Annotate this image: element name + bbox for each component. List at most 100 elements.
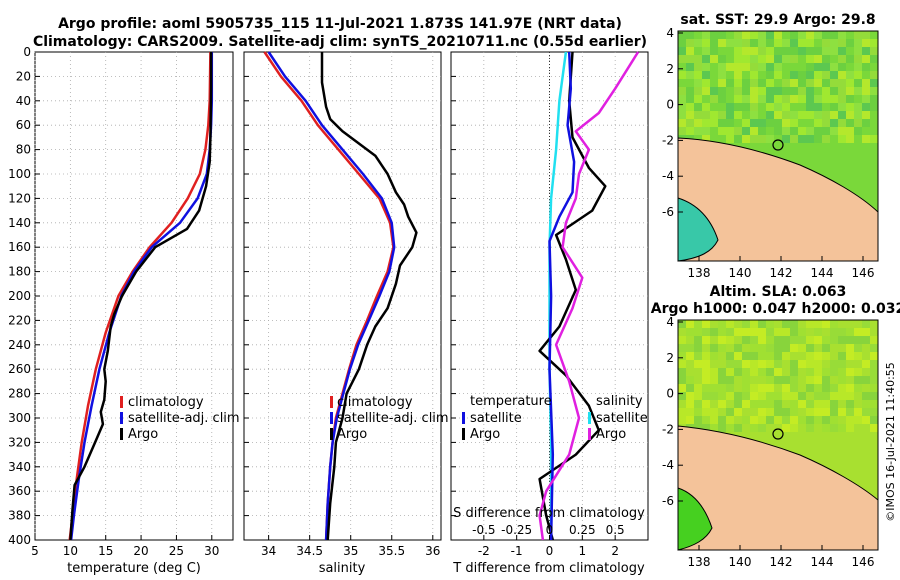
sst-cells-cell — [870, 103, 878, 111]
sst-cells-cell — [822, 119, 830, 127]
depth-ytick-label: 260 — [8, 362, 31, 376]
sst-cells-cell — [710, 95, 718, 103]
sst-cells-cell — [862, 103, 870, 111]
sst-cells-cell — [862, 39, 870, 47]
sst-cells-cell — [742, 119, 750, 127]
sst-cells-cell — [734, 111, 742, 119]
sst-cells-cell — [822, 39, 830, 47]
sla-cells-cell — [726, 424, 734, 432]
sla-cells-cell — [862, 320, 870, 328]
sst-cells-cell — [734, 119, 742, 127]
sst-cells-cell — [790, 95, 798, 103]
sst-cells-cell — [798, 39, 806, 47]
sst-cells-cell — [726, 95, 734, 103]
sla-cells-cell — [862, 336, 870, 344]
sla-cells-cell — [734, 408, 742, 416]
sst-cells-cell — [686, 79, 694, 87]
sla-cells-cell — [798, 352, 806, 360]
sla-cells-cell — [710, 360, 718, 368]
sla-cells-cell — [734, 376, 742, 384]
sla-cells-cell — [694, 368, 702, 376]
sst-cells-cell — [734, 103, 742, 111]
sla-cells-cell — [758, 384, 766, 392]
sst-cells-cell — [830, 95, 838, 103]
sst-cells-cell — [766, 63, 774, 71]
sla-cells-cell — [742, 360, 750, 368]
sla-ticks-xtick-label: 146 — [852, 555, 875, 569]
sla-cells-cell — [750, 360, 758, 368]
sla-cells-cell — [846, 336, 854, 344]
sla-cells-cell — [798, 336, 806, 344]
sst-cells-cell — [694, 63, 702, 71]
sst-cells-cell — [686, 47, 694, 55]
sla-cells-cell — [718, 408, 726, 416]
sst-cells-cell — [862, 71, 870, 79]
sla-cells-cell — [750, 336, 758, 344]
sla-cells-cell — [846, 344, 854, 352]
sla-cells-cell — [734, 416, 742, 424]
sst-cells-cell — [686, 87, 694, 95]
sst-cells-cell — [806, 135, 814, 143]
depth-ytick-label: 300 — [8, 411, 31, 425]
sla-cells-cell — [758, 320, 766, 328]
sla-cells-cell — [822, 352, 830, 360]
sla-cells-cell — [838, 424, 846, 432]
sla-cells-cell — [734, 352, 742, 360]
sla-cells-cell — [758, 336, 766, 344]
sst-cells-cell — [854, 47, 862, 55]
sst-cells-cell — [798, 71, 806, 79]
sla-cells-cell — [854, 400, 862, 408]
sst-cells-cell — [742, 127, 750, 135]
sst-cells-cell — [870, 79, 878, 87]
sst-cells-cell — [758, 103, 766, 111]
sst-cells-cell — [742, 87, 750, 95]
sla-cells-cell — [774, 424, 782, 432]
sst-cells-cell — [790, 111, 798, 119]
sla-cells-cell — [710, 408, 718, 416]
sst-cells-cell — [870, 95, 878, 103]
sla-cells-cell — [686, 328, 694, 336]
sal-legend-argo: Argo — [337, 427, 367, 442]
sst-cells-cell — [774, 79, 782, 87]
legend-argo: Argo — [128, 427, 158, 442]
sla-cells-cell — [830, 344, 838, 352]
sst-cells-cell — [758, 31, 766, 39]
sla-cells-cell — [814, 320, 822, 328]
sla-cells-cell — [718, 424, 726, 432]
sst-cells-cell — [798, 111, 806, 119]
sla-cells-cell — [790, 344, 798, 352]
sla-cells-cell — [846, 400, 854, 408]
sla-cells-cell — [806, 320, 814, 328]
sla-cells-cell — [686, 320, 694, 328]
depth-ytick-label: 180 — [8, 265, 31, 279]
sst-cells-cell — [694, 103, 702, 111]
sla-cells-cell — [750, 352, 758, 360]
sst-cells-cell — [766, 55, 774, 63]
sst-cells-cell — [726, 119, 734, 127]
sla-cells-cell — [742, 344, 750, 352]
sla-cells-cell — [702, 400, 710, 408]
sst-cells-cell — [766, 71, 774, 79]
sst-cells-cell — [814, 79, 822, 87]
sst-cells-cell — [734, 31, 742, 39]
sla-cells-cell — [798, 416, 806, 424]
sla-cells-cell — [862, 408, 870, 416]
sst-cells-cell — [854, 31, 862, 39]
sla-cells-cell — [862, 384, 870, 392]
difference-series — [538, 51, 640, 541]
sst-cells-cell — [710, 79, 718, 87]
sla-cells-cell — [798, 368, 806, 376]
sst-cells-cell — [814, 127, 822, 135]
sla-cells-cell — [718, 328, 726, 336]
temperature-xticks: 5 10 15 20 25 30 — [31, 535, 219, 558]
sst-cells-cell — [814, 119, 822, 127]
sst-ticks-xtick-label: 138 — [688, 266, 711, 280]
sst-cells-cell — [854, 103, 862, 111]
sst-cells-cell — [694, 127, 702, 135]
sla-cells-cell — [718, 352, 726, 360]
sst-cells-cell — [806, 63, 814, 71]
sla-cells-cell — [822, 360, 830, 368]
diff-series-salinity-argo — [538, 51, 640, 541]
sla-cells-cell — [798, 360, 806, 368]
legend-temperature-heading: temperature — [470, 394, 552, 409]
